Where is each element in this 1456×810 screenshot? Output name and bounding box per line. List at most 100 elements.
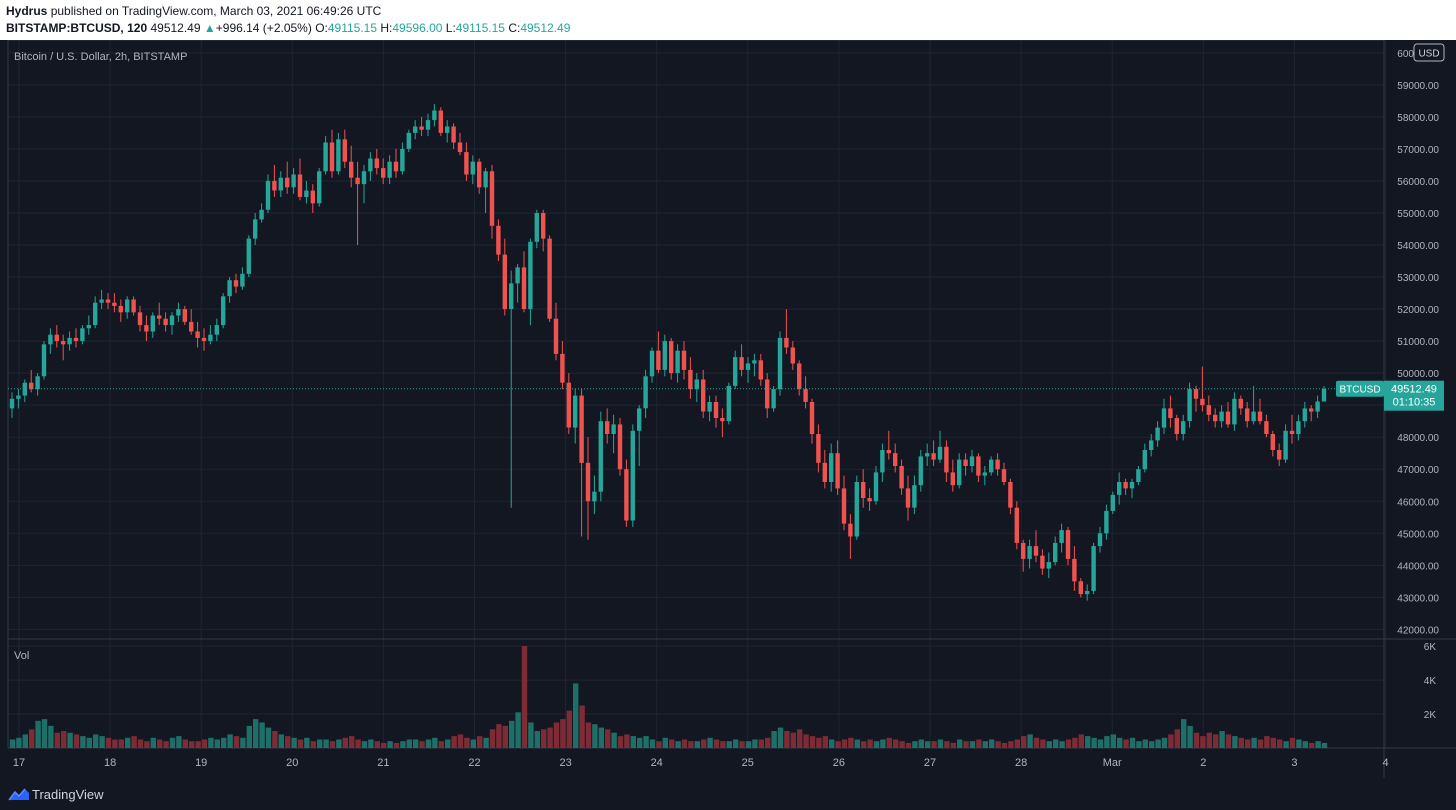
candle-down: [579, 389, 584, 537]
candle-body: [611, 424, 616, 434]
candle-down: [1193, 385, 1199, 412]
volume-bar: [1033, 737, 1040, 748]
brand-name[interactable]: TradingView: [32, 787, 104, 802]
volume-bar: [963, 741, 969, 748]
candle-body: [1309, 408, 1314, 412]
candle-body: [393, 161, 399, 172]
ohlc-line: BITSTAMP:BTCUSD, 120 49512.49 ▲+996.14 (…: [6, 21, 570, 35]
candle-down: [272, 164, 277, 197]
candle-body: [381, 168, 386, 178]
candle-body: [918, 456, 923, 486]
volume-bar: [1315, 741, 1321, 748]
last-price: 49512.49: [150, 21, 201, 35]
candle-down: [374, 148, 379, 175]
candle-up: [278, 171, 283, 197]
volume-bar: [995, 741, 1001, 748]
candle-up: [937, 430, 943, 463]
time-tick-label: 22: [468, 757, 480, 769]
candle-body: [720, 418, 725, 422]
volume-bar: [790, 732, 796, 748]
candle-down: [1123, 478, 1128, 495]
candle-down: [285, 161, 290, 194]
volume-axis: 2K 4K 6K: [1424, 642, 1437, 721]
candle-down: [137, 305, 143, 332]
candle-up: [777, 331, 783, 396]
candle-body: [656, 350, 661, 370]
volume-bar: [259, 722, 265, 748]
candle-down: [931, 440, 936, 466]
candle-body: [835, 453, 840, 489]
volume-bar: [688, 741, 694, 748]
volume-bar: [1021, 736, 1027, 748]
volume-bar: [323, 739, 329, 748]
price-chart[interactable]: 42000.00 43000.00 44000.00 45000.00 46000.00…: [0, 40, 1456, 778]
candle-body: [925, 453, 930, 457]
time-tick-label: 26: [833, 757, 845, 769]
volume-tick-label: 6K: [1424, 642, 1437, 653]
candle-body: [637, 408, 642, 431]
candle-body: [1014, 507, 1019, 543]
volume-bar: [905, 742, 912, 748]
low-label: L:: [445, 21, 456, 35]
candle-body: [86, 325, 91, 329]
time-axis[interactable]: 17 18 19 20 21 22 23 24 25 26 27 28 Mar 2 3 4: [13, 757, 1389, 769]
candle-body: [413, 126, 418, 133]
volume-bar: [368, 739, 374, 748]
volume-bar: [1001, 742, 1008, 748]
candle-down: [419, 116, 424, 137]
candle-down: [112, 293, 117, 313]
candle-down: [496, 219, 501, 261]
candle-down: [547, 235, 552, 322]
candle-down: [457, 132, 463, 156]
price-tick-label: 45000.00: [1397, 529, 1439, 540]
candle-down: [841, 475, 847, 531]
candle-body: [1053, 542, 1058, 563]
candle-body: [1091, 546, 1096, 591]
volume-bar: [976, 739, 982, 748]
candle-down: [521, 251, 527, 313]
candle-up: [1104, 504, 1109, 540]
chart-title: Bitcoin / U.S. Dollar, 2h, BITSTAMP: [14, 51, 187, 63]
candle-up: [387, 155, 392, 185]
candle-down: [195, 321, 200, 348]
candle-up: [361, 164, 367, 204]
candle-down: [758, 353, 763, 386]
candle-down: [1309, 405, 1314, 422]
volume-bar: [41, 719, 48, 748]
volume-bar: [758, 739, 764, 748]
candle-up: [989, 456, 994, 476]
candle-body: [950, 472, 955, 486]
candle-body: [643, 376, 648, 409]
currency-badge[interactable]: [1413, 43, 1445, 62]
candle-down: [713, 395, 719, 428]
candle-body: [1238, 398, 1243, 409]
time-tick-label: 17: [13, 757, 25, 769]
volume-bar: [989, 739, 995, 748]
tradingview-logo-icon[interactable]: [8, 787, 30, 801]
candle-down: [1008, 478, 1013, 515]
candle-up: [1053, 536, 1058, 566]
volume-bar: [464, 737, 470, 748]
volume-bar: [163, 741, 169, 748]
volume-bar: [1232, 736, 1238, 748]
candle-body: [374, 158, 379, 169]
volume-bar: [739, 741, 745, 748]
candle-down: [310, 184, 315, 213]
candle-body: [515, 267, 520, 284]
candle-up: [675, 344, 680, 383]
volume-bar: [336, 739, 342, 748]
candle-down: [656, 331, 661, 374]
volume-bar: [22, 734, 28, 748]
author-name[interactable]: Hydrus: [6, 4, 48, 18]
candle-body: [336, 139, 341, 172]
price-tick-label: 53000.00: [1397, 273, 1439, 284]
volume-bar: [48, 725, 54, 748]
candle-up: [406, 129, 411, 153]
candle-down: [1001, 462, 1007, 486]
volume-bar: [374, 741, 380, 748]
candle-body: [80, 328, 85, 342]
candle-up: [611, 414, 616, 454]
volume-bar: [246, 725, 252, 748]
candle-body: [1008, 482, 1013, 508]
candle-up: [771, 385, 776, 412]
